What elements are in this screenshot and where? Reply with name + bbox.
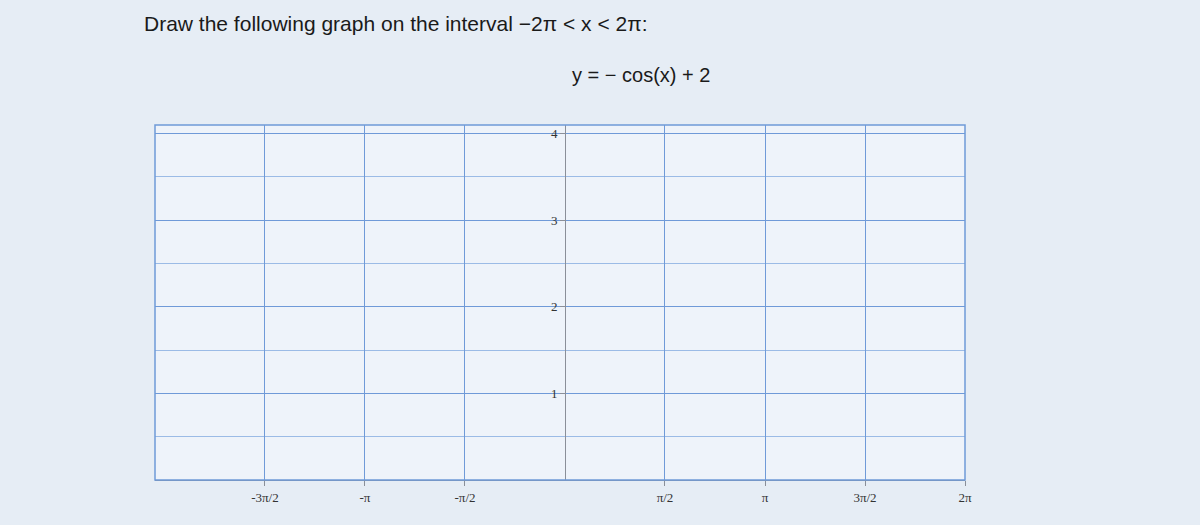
svg-text:y = − cos(x) + 2: y = − cos(x) + 2 xyxy=(572,64,710,86)
svg-text:3: 3 xyxy=(551,213,558,228)
svg-text:-π/2: -π/2 xyxy=(454,490,475,505)
svg-text:1: 1 xyxy=(551,386,558,401)
svg-text:3π/2: 3π/2 xyxy=(853,490,876,505)
svg-text:4: 4 xyxy=(551,126,558,141)
svg-text:-π: -π xyxy=(360,490,371,505)
svg-text:2: 2 xyxy=(551,299,558,314)
svg-text:-3π/2: -3π/2 xyxy=(251,490,279,505)
svg-text:π: π xyxy=(762,490,769,505)
svg-text:2π: 2π xyxy=(958,490,972,505)
svg-text:π/2: π/2 xyxy=(657,490,674,505)
svg-text:Draw the following graph on th: Draw the following graph on the interval… xyxy=(144,12,648,35)
